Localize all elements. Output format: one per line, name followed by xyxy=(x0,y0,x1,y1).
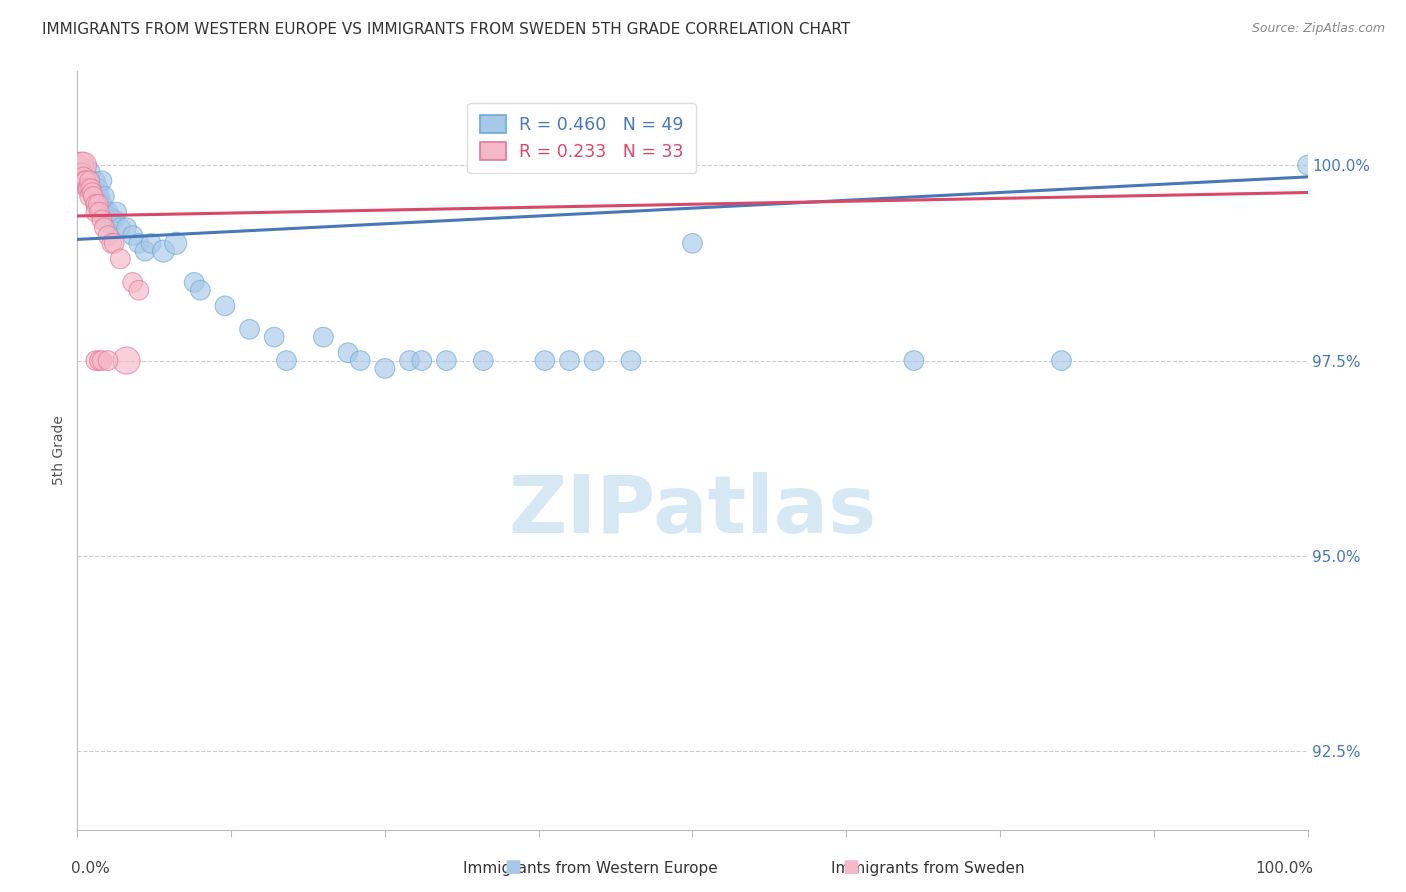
Point xyxy=(93,189,115,203)
Point xyxy=(89,353,111,368)
Point xyxy=(1296,158,1319,172)
Point xyxy=(105,205,128,219)
Text: ■: ■ xyxy=(842,858,859,876)
Text: Immigrants from Sweden: Immigrants from Sweden xyxy=(831,861,1025,876)
Point xyxy=(84,197,107,211)
Point xyxy=(128,283,150,297)
Point xyxy=(82,189,104,203)
Point xyxy=(620,353,643,368)
Point xyxy=(472,353,495,368)
Point xyxy=(69,158,91,172)
Point xyxy=(103,236,125,251)
Point xyxy=(89,205,111,219)
Point xyxy=(84,353,107,368)
Point xyxy=(411,353,433,368)
Point xyxy=(77,181,100,195)
Point xyxy=(79,174,101,188)
Point xyxy=(436,353,458,368)
Point xyxy=(110,252,132,266)
Point xyxy=(214,299,236,313)
Point xyxy=(75,174,97,188)
Point xyxy=(93,220,115,235)
Point xyxy=(141,236,163,251)
Point xyxy=(76,181,98,195)
Point xyxy=(239,322,262,336)
Point xyxy=(903,353,925,368)
Point xyxy=(534,353,557,368)
Point xyxy=(84,174,107,188)
Point xyxy=(97,212,120,227)
Point xyxy=(128,236,150,251)
Point xyxy=(84,205,107,219)
Point xyxy=(80,181,103,195)
Point xyxy=(374,361,396,376)
Point xyxy=(75,169,97,184)
Point xyxy=(76,166,98,180)
Point xyxy=(72,158,94,172)
Point xyxy=(188,283,212,297)
Point xyxy=(70,166,93,180)
Point xyxy=(72,174,94,188)
Point xyxy=(263,330,285,344)
Point xyxy=(115,220,138,235)
Text: 0.0%: 0.0% xyxy=(72,861,110,876)
Point xyxy=(89,189,111,203)
Point xyxy=(79,174,101,188)
Point xyxy=(183,276,205,290)
Point xyxy=(134,244,156,259)
Point xyxy=(84,197,107,211)
Point xyxy=(79,181,101,195)
Point xyxy=(165,236,187,251)
Point xyxy=(90,174,114,188)
Point xyxy=(121,228,143,243)
Point xyxy=(97,353,120,368)
Text: Source: ZipAtlas.com: Source: ZipAtlas.com xyxy=(1251,22,1385,36)
Point xyxy=(70,158,93,172)
Point xyxy=(115,353,138,368)
Point xyxy=(110,220,132,235)
Point xyxy=(337,345,360,359)
Point xyxy=(79,189,101,203)
Point xyxy=(103,212,125,227)
Point xyxy=(101,236,124,251)
Point xyxy=(349,353,371,368)
Point xyxy=(152,244,174,259)
Point xyxy=(97,205,120,219)
Text: Immigrants from Western Europe: Immigrants from Western Europe xyxy=(463,861,718,876)
Point xyxy=(97,228,120,243)
Point xyxy=(1050,353,1073,368)
Point xyxy=(312,330,335,344)
Point xyxy=(67,158,90,172)
Legend: R = 0.460   N = 49, R = 0.233   N = 33: R = 0.460 N = 49, R = 0.233 N = 33 xyxy=(467,103,696,173)
Point xyxy=(70,166,93,180)
Point xyxy=(276,353,298,368)
Text: 100.0%: 100.0% xyxy=(1256,861,1313,876)
Point xyxy=(87,181,110,195)
Point xyxy=(90,197,114,211)
Point xyxy=(82,178,104,192)
Point xyxy=(583,353,606,368)
Point xyxy=(82,189,104,203)
Point xyxy=(73,174,96,188)
Point xyxy=(87,197,110,211)
Point xyxy=(72,169,94,184)
Point xyxy=(558,353,581,368)
Point xyxy=(70,166,93,180)
Text: ZIPatlas: ZIPatlas xyxy=(509,472,876,550)
Y-axis label: 5th Grade: 5th Grade xyxy=(52,416,66,485)
Point xyxy=(121,276,143,290)
Text: IMMIGRANTS FROM WESTERN EUROPE VS IMMIGRANTS FROM SWEDEN 5TH GRADE CORRELATION C: IMMIGRANTS FROM WESTERN EUROPE VS IMMIGR… xyxy=(42,22,851,37)
Point xyxy=(90,353,114,368)
Point xyxy=(82,186,104,200)
Text: ■: ■ xyxy=(505,858,522,876)
Point xyxy=(682,236,704,251)
Point xyxy=(398,353,420,368)
Point xyxy=(90,212,114,227)
